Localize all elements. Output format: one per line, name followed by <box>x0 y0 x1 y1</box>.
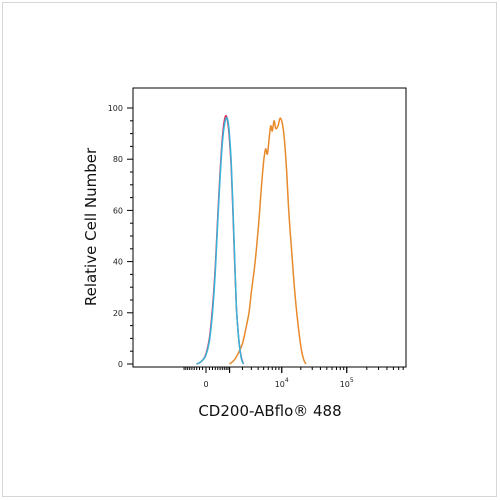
series-line-3 <box>196 117 245 365</box>
x-tick-label: 104 <box>275 377 289 389</box>
plot-area <box>132 87 407 368</box>
y-axis: 0 20 40 60 80 100 <box>108 104 133 369</box>
y-tick-label: 20 <box>113 309 123 318</box>
y-tick-label: 80 <box>113 155 123 164</box>
y-tick-label: 100 <box>108 104 123 113</box>
y-axis-title: Relative Cell Number <box>82 147 100 306</box>
series-layer <box>196 114 307 365</box>
y-tick-label: 60 <box>113 206 123 215</box>
x-tick-label: 105 <box>340 377 354 389</box>
series-line-2 <box>229 117 307 365</box>
x-axis-title: CD200-ABflo® 488 <box>198 402 341 420</box>
x-axis: 0 104 105 <box>183 367 404 389</box>
y-tick-label: 40 <box>113 258 123 267</box>
y-tick-label: 0 <box>118 360 123 369</box>
x-tick-label: 0 <box>203 380 208 389</box>
series-line-1 <box>196 114 245 365</box>
